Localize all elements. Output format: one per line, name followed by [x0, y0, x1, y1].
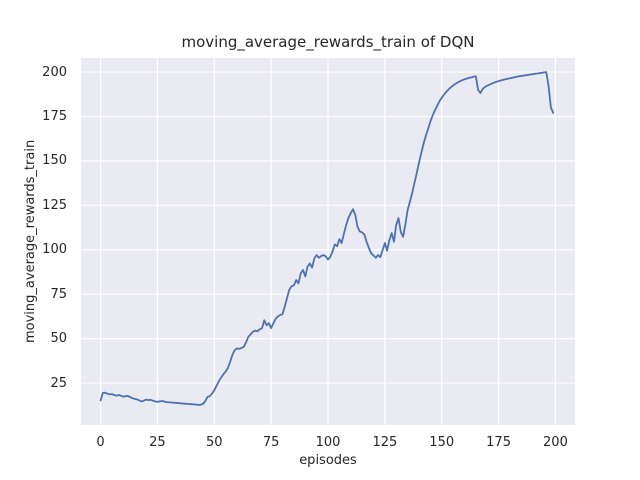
reward-line-series: [99, 71, 555, 406]
x-axis-label: episodes: [299, 453, 357, 468]
x-tick-label: 0: [96, 435, 105, 450]
x-tick-label: 200: [543, 435, 568, 450]
x-tick-label: 150: [429, 435, 455, 450]
y-tick-label: 175: [42, 108, 67, 124]
y-tick-label: 25: [50, 375, 67, 391]
y-tick-label: 150: [42, 153, 67, 169]
x-tick-label: 125: [372, 435, 398, 450]
x-tick-label: 100: [315, 435, 341, 450]
plot-canvas: [81, 58, 575, 425]
y-tick-label: 75: [50, 286, 67, 302]
x-tick-label: 75: [262, 435, 280, 450]
x-tick-label: 175: [486, 435, 511, 450]
y-tick-label: 125: [42, 197, 67, 213]
y-tick-label: 50: [50, 331, 67, 347]
x-tick-label: 50: [205, 435, 223, 450]
y-tick-label: 100: [42, 242, 67, 258]
chart-title: moving_average_rewards_train of DQN: [181, 33, 475, 51]
plot-area: [81, 58, 575, 425]
y-tick-label: 200: [42, 64, 67, 80]
x-tick-label: 25: [149, 435, 166, 450]
